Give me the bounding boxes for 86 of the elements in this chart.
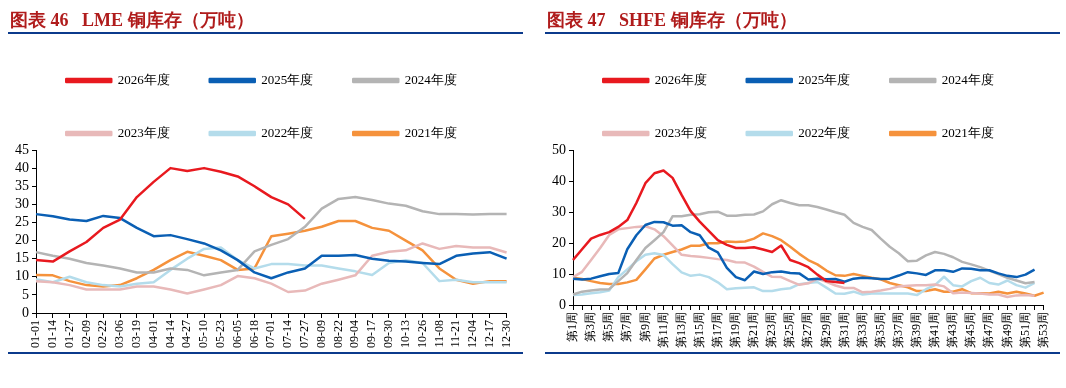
x-tick-label: 第45周 <box>963 312 978 348</box>
x-tick-label: 第15周 <box>691 312 706 348</box>
x-tick-label: 11-08 <box>431 320 446 348</box>
x-tick-label: 第47周 <box>981 312 996 348</box>
x-tick-label: 10-13 <box>397 320 412 348</box>
y-tick-label: 50 <box>552 141 566 157</box>
y-tick-label: 35 <box>15 177 29 193</box>
x-tick-label: 05-10 <box>196 320 211 348</box>
x-tick-label: 第27周 <box>800 312 815 348</box>
y-tick-label: 30 <box>552 203 566 219</box>
x-tick-label: 10-26 <box>414 320 429 348</box>
y-tick-label: 40 <box>552 172 566 188</box>
legend-label: 2023年度 <box>117 124 170 140</box>
y-tick-label: 5 <box>22 286 29 302</box>
x-tick-label: 第13周 <box>673 312 688 348</box>
x-tick-label: 第39周 <box>909 312 924 348</box>
x-tick-label: 01-14 <box>44 320 59 348</box>
x-tick-label: 05-23 <box>213 320 228 348</box>
y-tick-label: 30 <box>15 196 29 212</box>
x-tick-label: 02-09 <box>78 320 93 348</box>
y-tick-label: 15 <box>15 250 29 266</box>
x-tick-label: 第23周 <box>764 312 779 348</box>
x-tick-label: 07-01 <box>263 320 278 348</box>
x-tick-label: 09-04 <box>347 320 362 348</box>
x-tick-label: 09-17 <box>364 320 379 348</box>
x-tick-label: 07-14 <box>280 320 295 348</box>
x-tick-label: 第33周 <box>854 312 869 348</box>
x-tick-label: 第25周 <box>782 312 797 348</box>
x-tick-label: 01-01 <box>28 320 43 348</box>
legend-label: 2026年度 <box>117 71 170 87</box>
y-tick-label: 10 <box>15 268 29 284</box>
x-tick-label: 07-27 <box>297 320 312 348</box>
legend-label: 2021年度 <box>941 124 994 140</box>
x-tick-label: 06-05 <box>229 320 244 348</box>
legend-label: 2025年度 <box>798 71 851 87</box>
legend-label: 2021年度 <box>404 124 457 140</box>
y-tick-label: 40 <box>15 159 29 175</box>
x-tick-label: 第37周 <box>890 312 905 348</box>
x-tick-label: 第41周 <box>927 312 942 348</box>
x-tick-label: 08-22 <box>330 320 345 348</box>
legend-label: 2024年度 <box>404 71 457 87</box>
legend-label: 2025年度 <box>261 71 314 87</box>
x-tick-label: 第29周 <box>818 312 833 348</box>
y-tick-label: 25 <box>15 214 29 230</box>
x-tick-label: 12-04 <box>465 320 480 348</box>
x-tick-label: 第7周 <box>619 312 634 342</box>
x-tick-label: 第43周 <box>945 312 960 348</box>
x-tick-label: 第49周 <box>999 312 1014 348</box>
y-tick-label: 45 <box>15 141 29 157</box>
x-tick-label: 02-22 <box>95 320 110 348</box>
x-tick-label: 第17周 <box>709 312 724 348</box>
legend-label: 2022年度 <box>798 124 851 140</box>
x-tick-label: 第5周 <box>601 312 616 342</box>
y-tick-label: 20 <box>552 234 566 250</box>
x-tick-label: 03-19 <box>129 320 143 348</box>
y-tick-label: 0 <box>22 304 29 320</box>
x-tick-label: 第19周 <box>728 312 743 348</box>
x-tick-label: 04-14 <box>162 320 177 348</box>
legend-label: 2024年度 <box>941 71 994 87</box>
x-tick-label: 11-21 <box>448 320 463 348</box>
x-tick-label: 06-18 <box>246 320 261 348</box>
legend-label: 2023年度 <box>654 124 707 140</box>
chart-title: 图表 46 LME 铜库存（万吨） <box>8 8 523 34</box>
y-tick-label: 20 <box>15 232 29 248</box>
x-tick-label: 第53周 <box>1035 312 1050 348</box>
x-tick-label: 08-09 <box>313 320 328 348</box>
chart-title: 图表 47 SHFE 铜库存（万吨） <box>545 8 1060 34</box>
x-tick-label: 第31周 <box>836 312 851 348</box>
x-tick-label: 04-01 <box>145 320 160 348</box>
x-tick-label: 第21周 <box>746 312 761 348</box>
x-tick-label: 03-06 <box>112 320 127 348</box>
x-tick-label: 第35周 <box>872 312 887 348</box>
legend-label: 2026年度 <box>654 71 707 87</box>
y-tick-label: 10 <box>552 265 566 281</box>
x-tick-label: 第11周 <box>655 312 670 348</box>
y-tick-label: 0 <box>559 296 566 312</box>
x-tick-label: 01-27 <box>61 320 76 348</box>
x-tick-label: 第3周 <box>583 312 598 342</box>
x-tick-label: 12-17 <box>481 320 496 348</box>
x-tick-label: 12-30 <box>498 320 513 348</box>
x-tick-label: 09-30 <box>381 320 396 348</box>
x-tick-label: 04-27 <box>179 320 194 348</box>
x-tick-label: 第51周 <box>1017 312 1032 348</box>
x-tick-label: 第1周 <box>565 312 580 342</box>
legend-label: 2022年度 <box>261 124 314 140</box>
x-tick-label: 第9周 <box>637 312 652 342</box>
